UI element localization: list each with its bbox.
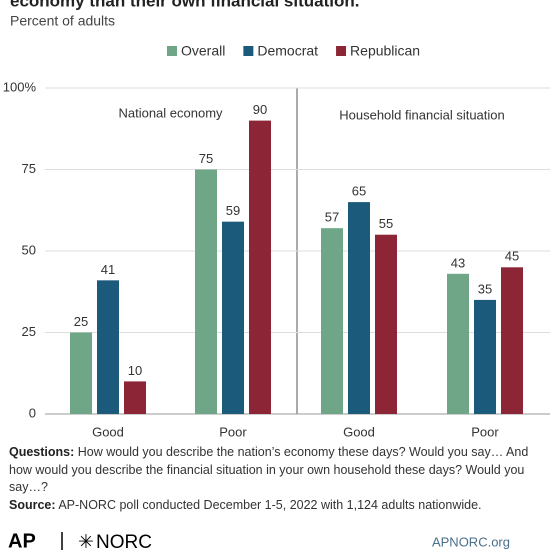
y-tick-label: 75: [22, 161, 36, 176]
value-label: 55: [379, 216, 393, 231]
value-label: 35: [478, 281, 492, 296]
value-label: 57: [325, 210, 339, 225]
y-tick-label: 50: [22, 242, 36, 257]
value-label: 43: [451, 255, 465, 270]
bar: [348, 202, 370, 414]
note-label: Source:: [9, 497, 56, 512]
y-tick-label: 0: [29, 405, 36, 420]
bar: [249, 120, 271, 414]
panel-label: Household financial situation: [339, 107, 505, 122]
legend-label: Democrat: [257, 43, 318, 59]
panel-label: National economy: [118, 105, 223, 120]
legend-label: Republican: [350, 43, 420, 59]
note-text: AP-NORC poll conducted December 1-5, 202…: [58, 497, 482, 512]
bar: [447, 273, 469, 414]
bar: [124, 381, 146, 414]
bar: [97, 280, 119, 414]
note-label: Questions:: [9, 445, 75, 459]
value-label: 45: [505, 249, 519, 264]
value-label: 75: [199, 151, 213, 166]
value-label: 59: [226, 203, 240, 218]
value-label: 25: [74, 314, 88, 329]
bar: [195, 169, 217, 414]
bar: [321, 228, 343, 414]
x-tick-label: Poor: [219, 424, 247, 439]
footer-url: APNORC.org: [432, 534, 510, 549]
bar: [70, 332, 92, 414]
notes: Questions: How would you describe the na…: [9, 444, 539, 514]
note-text: How would you describe the nation’s econ…: [9, 445, 529, 494]
bar: [501, 267, 523, 414]
x-tick-label: Poor: [471, 424, 499, 439]
logo-ap: AP: [8, 530, 36, 550]
y-tick-label: 25: [22, 324, 36, 339]
chart-title: economy than their own financial situati…: [10, 0, 359, 10]
x-tick-label: Good: [343, 424, 375, 439]
value-label: 10: [128, 363, 142, 378]
legend-swatch: [243, 46, 254, 56]
note: Source: AP-NORC poll conducted December …: [9, 497, 539, 515]
value-label: 65: [352, 184, 366, 199]
chart-subtitle: Percent of adults: [10, 13, 115, 29]
legend-swatch: [336, 46, 347, 56]
legend-label: Overall: [181, 43, 225, 59]
note: Questions: How would you describe the na…: [9, 444, 539, 497]
legend-swatch: [167, 46, 177, 56]
logo-norc: NORC: [96, 532, 152, 550]
bar: [474, 299, 496, 414]
bar: [222, 221, 244, 414]
logo-star: ✳: [78, 532, 95, 550]
bar: [375, 234, 397, 414]
value-label: 90: [253, 102, 267, 117]
y-tick-label: 100%: [3, 79, 37, 94]
x-tick-label: Good: [92, 424, 124, 439]
value-label: 41: [101, 262, 115, 277]
